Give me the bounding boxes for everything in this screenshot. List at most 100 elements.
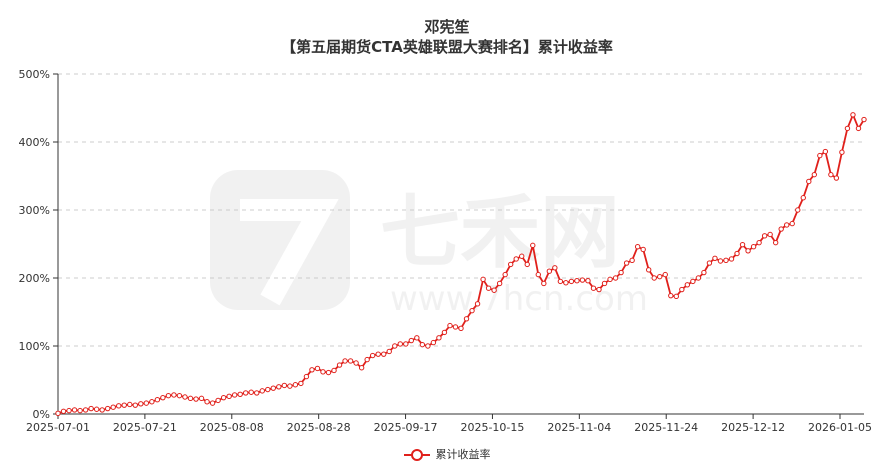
data-point[interactable] <box>795 207 801 213</box>
data-point[interactable] <box>138 401 144 407</box>
data-point[interactable] <box>695 275 702 281</box>
data-point[interactable] <box>767 231 773 238</box>
data-point[interactable] <box>99 407 105 413</box>
data-point[interactable] <box>193 396 199 402</box>
data-point[interactable] <box>369 352 376 359</box>
data-point[interactable] <box>530 242 536 249</box>
data-point[interactable] <box>601 280 608 287</box>
data-point[interactable] <box>82 407 89 413</box>
data-point[interactable] <box>784 222 790 228</box>
data-point[interactable] <box>116 403 122 409</box>
data-point[interactable] <box>397 341 403 347</box>
data-point[interactable] <box>198 395 205 402</box>
data-point[interactable] <box>248 389 254 395</box>
data-point[interactable] <box>60 408 67 414</box>
data-point[interactable] <box>242 390 249 396</box>
data-point[interactable] <box>728 256 735 262</box>
data-point[interactable] <box>231 392 238 398</box>
data-point[interactable] <box>850 112 856 118</box>
data-point[interactable] <box>182 394 188 400</box>
data-point[interactable] <box>806 178 812 185</box>
data-point[interactable] <box>452 324 459 330</box>
data-point[interactable] <box>342 358 348 364</box>
data-point[interactable] <box>739 241 746 248</box>
data-point[interactable] <box>629 257 635 264</box>
data-point[interactable] <box>381 351 387 357</box>
data-point[interactable] <box>281 382 288 389</box>
data-point[interactable] <box>110 404 116 410</box>
data-point[interactable] <box>563 280 569 286</box>
data-point[interactable] <box>436 335 442 341</box>
legend[interactable]: 累计收益率 <box>0 446 894 462</box>
data-point[interactable] <box>513 256 519 262</box>
data-point[interactable] <box>817 152 823 159</box>
data-point[interactable] <box>121 402 127 408</box>
data-point[interactable] <box>474 301 481 307</box>
data-point[interactable] <box>524 261 530 268</box>
data-point[interactable] <box>485 285 492 291</box>
data-point[interactable] <box>77 407 83 414</box>
data-point[interactable] <box>447 322 453 329</box>
data-point[interactable] <box>844 125 851 132</box>
data-point[interactable] <box>458 325 464 332</box>
data-point[interactable] <box>331 367 337 374</box>
data-point[interactable] <box>668 292 674 299</box>
data-point[interactable] <box>209 400 216 406</box>
data-point[interactable] <box>414 335 420 341</box>
data-point[interactable] <box>679 286 685 293</box>
data-point[interactable] <box>309 367 315 373</box>
data-point[interactable] <box>298 380 304 387</box>
data-point[interactable] <box>778 226 784 232</box>
data-point[interactable] <box>347 358 354 364</box>
data-point[interactable] <box>265 386 271 393</box>
data-point[interactable] <box>634 244 641 250</box>
data-point[interactable] <box>480 276 486 283</box>
data-point[interactable] <box>673 293 680 300</box>
data-point[interactable] <box>392 343 398 349</box>
data-point[interactable] <box>320 369 326 375</box>
data-point[interactable] <box>568 278 575 285</box>
data-point[interactable] <box>358 365 365 371</box>
data-point[interactable] <box>353 360 359 366</box>
data-point[interactable] <box>149 399 155 405</box>
data-point[interactable] <box>657 273 663 280</box>
data-point[interactable] <box>403 341 409 347</box>
data-point[interactable] <box>574 278 580 284</box>
data-point[interactable] <box>541 280 547 287</box>
data-point[interactable] <box>88 405 94 412</box>
data-point[interactable] <box>839 149 845 155</box>
data-point[interactable] <box>143 400 150 406</box>
data-point[interactable] <box>756 239 762 246</box>
data-point[interactable] <box>507 261 514 268</box>
data-point[interactable] <box>104 405 111 412</box>
data-point[interactable] <box>154 397 161 403</box>
data-point[interactable] <box>811 171 818 178</box>
data-point[interactable] <box>662 271 668 278</box>
data-point[interactable] <box>303 373 310 380</box>
data-point[interactable] <box>463 316 470 322</box>
data-point[interactable] <box>640 246 646 253</box>
data-point[interactable] <box>579 277 586 283</box>
data-point[interactable] <box>71 407 78 413</box>
data-point[interactable] <box>325 369 332 376</box>
data-point[interactable] <box>861 116 867 123</box>
data-point[interactable] <box>822 148 829 155</box>
data-point[interactable] <box>745 248 751 254</box>
data-point[interactable] <box>160 394 166 401</box>
data-point[interactable] <box>215 397 221 404</box>
data-point[interactable] <box>496 280 503 287</box>
data-point[interactable] <box>552 265 558 271</box>
data-point[interactable] <box>226 393 232 400</box>
data-point[interactable] <box>590 285 597 291</box>
data-point[interactable] <box>535 271 541 278</box>
data-point[interactable] <box>176 392 183 399</box>
data-point[interactable] <box>336 362 343 368</box>
data-point[interactable] <box>430 339 437 346</box>
data-point[interactable] <box>723 257 729 264</box>
data-point[interactable] <box>833 175 840 181</box>
data-point[interactable] <box>93 406 100 412</box>
data-point[interactable] <box>855 125 862 132</box>
data-point[interactable] <box>220 394 227 401</box>
data-point[interactable] <box>270 385 277 391</box>
data-point[interactable] <box>254 390 260 396</box>
